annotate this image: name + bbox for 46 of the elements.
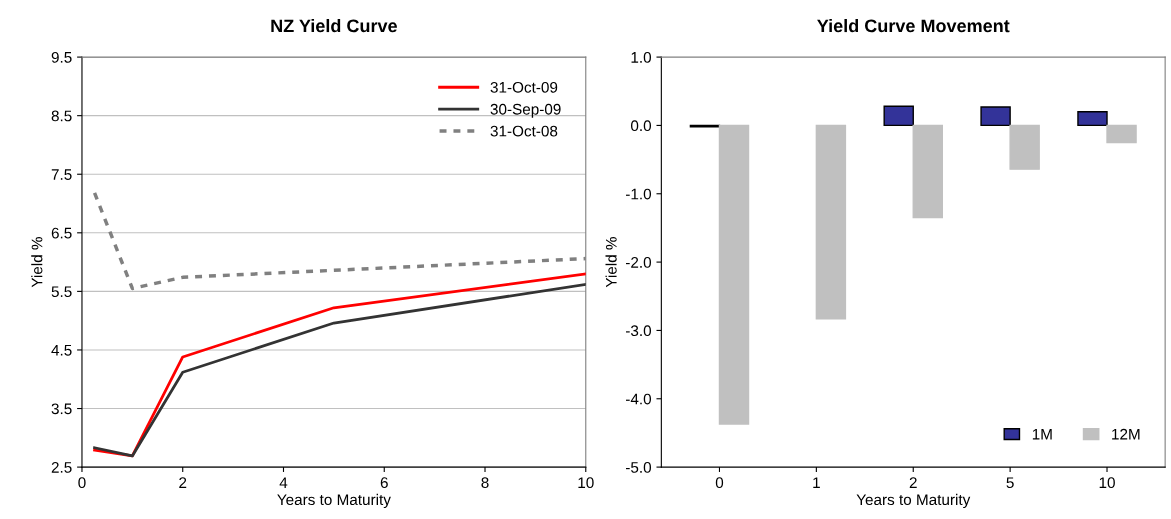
x-tick-label: 5 bbox=[1006, 477, 1014, 489]
x-tick-label: 6 bbox=[380, 477, 388, 489]
legend-label: 31-Oct-08 bbox=[490, 125, 558, 137]
x-tick-label: 4 bbox=[279, 477, 288, 488]
x-tick-label: 0 bbox=[78, 477, 86, 489]
x-tick-label: 10 bbox=[578, 477, 594, 489]
legend-label: 31-Oct-09 bbox=[490, 81, 558, 93]
bar bbox=[718, 124, 750, 425]
y-tick-label: 9.5 bbox=[51, 51, 72, 63]
y-tick-label: 2.5 bbox=[51, 461, 72, 473]
y-tick-label: 7.5 bbox=[51, 169, 72, 180]
bar bbox=[1077, 111, 1108, 127]
y-tick-label: 5.5 bbox=[51, 286, 72, 298]
y-tick-label: -1.0 bbox=[625, 188, 652, 200]
y-tick-label: 1.0 bbox=[631, 51, 652, 63]
x-tick-label: 1 bbox=[813, 477, 820, 488]
y-tick-label: 8.5 bbox=[51, 110, 72, 122]
y-tick-label: -5.0 bbox=[625, 461, 652, 473]
y-tick-label: 0.0 bbox=[630, 120, 652, 132]
y-tick-label: 6.5 bbox=[51, 227, 72, 239]
x-tick-label: 10 bbox=[1099, 477, 1115, 489]
x-tick-label: 8 bbox=[481, 477, 489, 489]
legend-label: 30-Sep-09 bbox=[490, 103, 561, 118]
x-tick-label: 0 bbox=[715, 477, 724, 489]
chart-title: NZ Yield Curve bbox=[271, 19, 397, 33]
y-axis-title: Yield % bbox=[605, 237, 617, 288]
y-tick-label: -2.0 bbox=[625, 256, 652, 268]
bar bbox=[1009, 124, 1040, 170]
chart-title: Yield Curve Movement bbox=[817, 19, 1010, 33]
x-axis-title: Years to Maturity bbox=[856, 493, 971, 509]
legend-label: 12M bbox=[1112, 428, 1140, 440]
legend-label: 1M bbox=[1032, 428, 1052, 440]
x-tick-label: 2 bbox=[909, 477, 917, 488]
x-tick-label: 2 bbox=[179, 477, 187, 488]
y-axis-title: Yield % bbox=[31, 237, 43, 288]
bar bbox=[1106, 124, 1137, 144]
bar bbox=[912, 124, 944, 219]
y-tick-label: -4.0 bbox=[625, 393, 652, 405]
bar bbox=[815, 124, 847, 320]
x-axis-title: Years to Maturity bbox=[277, 493, 391, 509]
line-series bbox=[92, 191, 586, 291]
y-tick-label: 3.5 bbox=[51, 403, 72, 415]
bar bbox=[980, 106, 1011, 127]
y-tick-label: -3.0 bbox=[625, 325, 652, 337]
bar bbox=[883, 105, 914, 127]
y-tick-label: 4.5 bbox=[51, 344, 72, 356]
